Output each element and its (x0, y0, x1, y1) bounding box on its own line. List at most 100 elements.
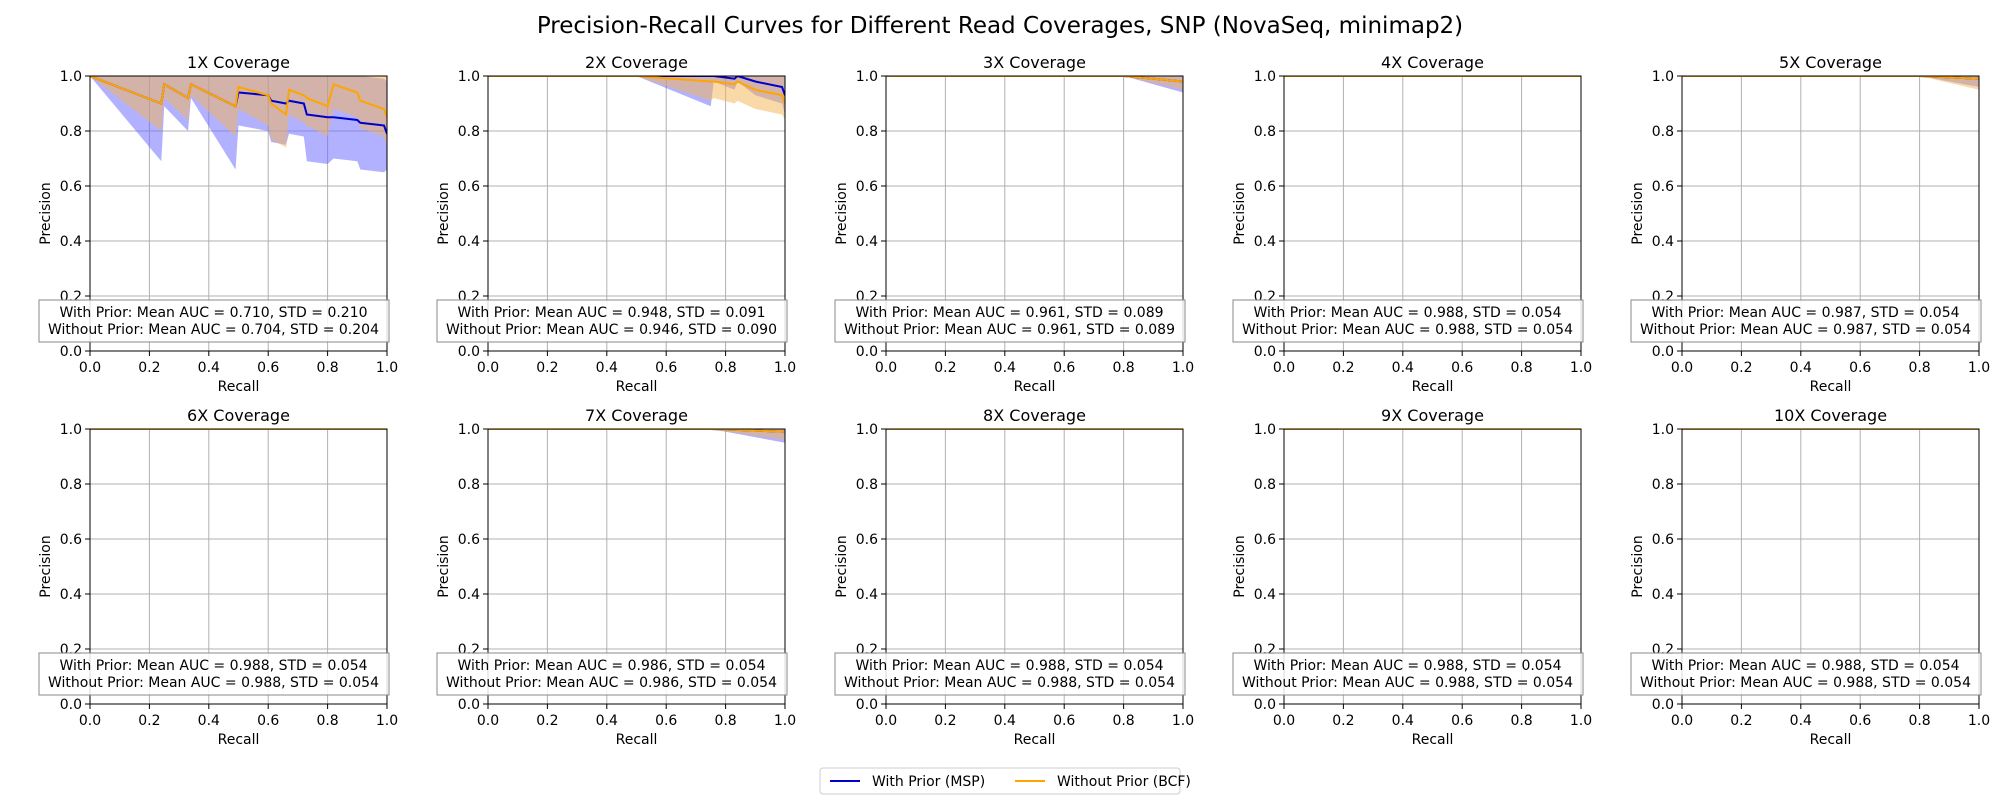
subplot-title: 10X Coverage (1774, 406, 1887, 425)
x-tick-label: 0.0 (477, 360, 499, 376)
legend-entry-label: Without Prior (BCF) (1057, 774, 1191, 790)
y-tick-label: 1.0 (1254, 69, 1276, 85)
axes-frame (885, 428, 1184, 705)
auc-with-prior-text: With Prior: Mean AUC = 0.988, STD = 0.05… (1651, 658, 1959, 674)
y-tick-label: 0.4 (1652, 587, 1674, 603)
y-tick-label: 0.6 (1254, 532, 1276, 548)
x-axis-label: Recall (1412, 732, 1454, 748)
y-tick-label: 0.6 (1254, 179, 1276, 195)
auc-annotation-box (436, 299, 788, 343)
y-tick-label: 1.0 (60, 422, 82, 438)
x-tick-label: 0.2 (1332, 360, 1354, 376)
y-tick-label: 0.0 (1652, 344, 1674, 360)
auc-without-prior-text: Without Prior: Mean AUC = 0.704, STD = 0… (48, 322, 379, 338)
auc-annotation-box (38, 652, 390, 696)
x-axis-label: Recall (616, 732, 658, 748)
x-tick-label: 0.8 (1908, 713, 1930, 729)
series-line-without-prior (886, 76, 1183, 83)
subplot-title: 5X Coverage (1779, 53, 1882, 72)
y-axis-label: Precision (1630, 535, 1646, 597)
x-tick-label: 0.0 (875, 360, 897, 376)
x-tick-label: 0.2 (138, 360, 160, 376)
legend-entry-label: With Prior (MSP) (872, 774, 985, 790)
auc-with-prior-text: With Prior: Mean AUC = 0.987, STD = 0.05… (1651, 305, 1959, 321)
x-tick-label: 0.0 (875, 713, 897, 729)
auc-without-prior-text: Without Prior: Mean AUC = 0.946, STD = 0… (446, 322, 777, 338)
auc-with-prior-text: With Prior: Mean AUC = 0.988, STD = 0.05… (1253, 305, 1561, 321)
y-tick-label: 1.0 (856, 69, 878, 85)
y-tick-label: 0.0 (60, 344, 82, 360)
subplot-5: 0.0 0.2 0.4 0.6 0.8 1.00.00.20.40.60.81.05X C… (1630, 53, 1990, 395)
plot-area (1682, 76, 1979, 90)
x-tick-label: 0.6 (655, 360, 677, 376)
auc-without-prior-text: Without Prior: Mean AUC = 0.988, STD = 0… (1242, 322, 1573, 338)
subplot-title: 7X Coverage (585, 406, 688, 425)
y-tick-label: 0.6 (856, 179, 878, 195)
y-tick-label: 0.6 (856, 532, 878, 548)
x-tick-label: 0.4 (1392, 360, 1414, 376)
legend: With Prior (MSP) Without Prior (BCF) (819, 767, 1191, 795)
subplot-title: 9X Coverage (1381, 406, 1484, 425)
auc-without-prior-text: Without Prior: Mean AUC = 0.988, STD = 0… (1242, 675, 1573, 691)
y-axis-label: Precision (1232, 182, 1248, 244)
y-axis-label: Precision (38, 182, 54, 244)
y-tick-label: 0.6 (458, 532, 480, 548)
x-tick-label: 0.6 (1053, 713, 1075, 729)
x-tick-label: 0.6 (1849, 360, 1871, 376)
y-tick-label: 0.8 (60, 124, 82, 140)
auc-with-prior-text: With Prior: Mean AUC = 0.988, STD = 0.05… (59, 658, 367, 674)
x-axis-label: Recall (1810, 732, 1852, 748)
x-axis-label: Recall (218, 379, 260, 395)
auc-with-prior-text: With Prior: Mean AUC = 0.948, STD = 0.09… (457, 305, 765, 321)
y-tick-label: 0.0 (60, 697, 82, 713)
subplot-title: 1X Coverage (187, 53, 290, 72)
x-tick-label: 0.4 (1790, 360, 1812, 376)
y-tick-label: 0.0 (1254, 344, 1276, 360)
y-tick-label: 0.0 (458, 697, 480, 713)
series-line-without-prior (488, 76, 785, 104)
x-tick-label: 1.0 (1172, 360, 1194, 376)
series-line-with-prior (488, 76, 785, 96)
auc-annotation-box (1630, 652, 1982, 696)
x-tick-label: 0.0 (1273, 360, 1295, 376)
x-tick-label: 0.8 (1908, 360, 1930, 376)
x-tick-label: 0.0 (79, 713, 101, 729)
y-axis-label: Precision (38, 535, 54, 597)
x-tick-label: 0.0 (1671, 713, 1693, 729)
plot-area (90, 76, 387, 173)
x-tick-label: 0.4 (994, 360, 1016, 376)
y-tick-label: 0.6 (1652, 179, 1674, 195)
x-axis-label: Recall (1412, 379, 1454, 395)
x-tick-label: 1.0 (1570, 713, 1592, 729)
y-tick-label: 0.0 (856, 344, 878, 360)
x-tick-label: 0.0 (1671, 360, 1693, 376)
y-tick-label: 0.4 (1254, 234, 1276, 250)
x-tick-label: 0.2 (536, 360, 558, 376)
auc-annotation-box (1232, 299, 1584, 343)
y-tick-label: 1.0 (1254, 422, 1276, 438)
y-tick-label: 1.0 (458, 69, 480, 85)
x-axis-label: Recall (218, 732, 260, 748)
y-tick-label: 0.8 (1254, 124, 1276, 140)
auc-without-prior-text: Without Prior: Mean AUC = 0.988, STD = 0… (48, 675, 379, 691)
axes-frame (487, 75, 786, 352)
subplot-2: 0.0 0.2 0.4 0.6 0.8 1.00.00.20.40.60.81.02X C… (436, 53, 796, 395)
x-tick-label: 0.8 (1510, 360, 1532, 376)
auc-with-prior-text: With Prior: Mean AUC = 0.710, STD = 0.21… (59, 305, 367, 321)
x-tick-label: 0.6 (1053, 360, 1075, 376)
y-tick-label: 0.8 (1652, 124, 1674, 140)
y-axis-label: Precision (834, 535, 850, 597)
legend-box (819, 767, 1181, 795)
x-tick-label: 0.8 (1112, 713, 1134, 729)
subplot-grid: 0.0 0.2 0.4 0.6 0.8 1.0 0.0 0.2 0.4 0.6 0.8 1.0 1X C… (38, 53, 1990, 748)
subplot-title: 2X Coverage (585, 53, 688, 72)
y-tick-label: 0.4 (60, 234, 82, 250)
subplot-9: 0.0 0.2 0.4 0.6 0.8 1.00.00.20.40.60.81.09X C… (1232, 406, 1592, 748)
x-tick-label: 0.6 (257, 360, 279, 376)
x-tick-label: 0.4 (1392, 713, 1414, 729)
x-tick-label: 0.6 (1849, 713, 1871, 729)
y-tick-label: 0.8 (458, 124, 480, 140)
y-tick-label: 0.4 (60, 587, 82, 603)
y-tick-label: 0.4 (856, 587, 878, 603)
